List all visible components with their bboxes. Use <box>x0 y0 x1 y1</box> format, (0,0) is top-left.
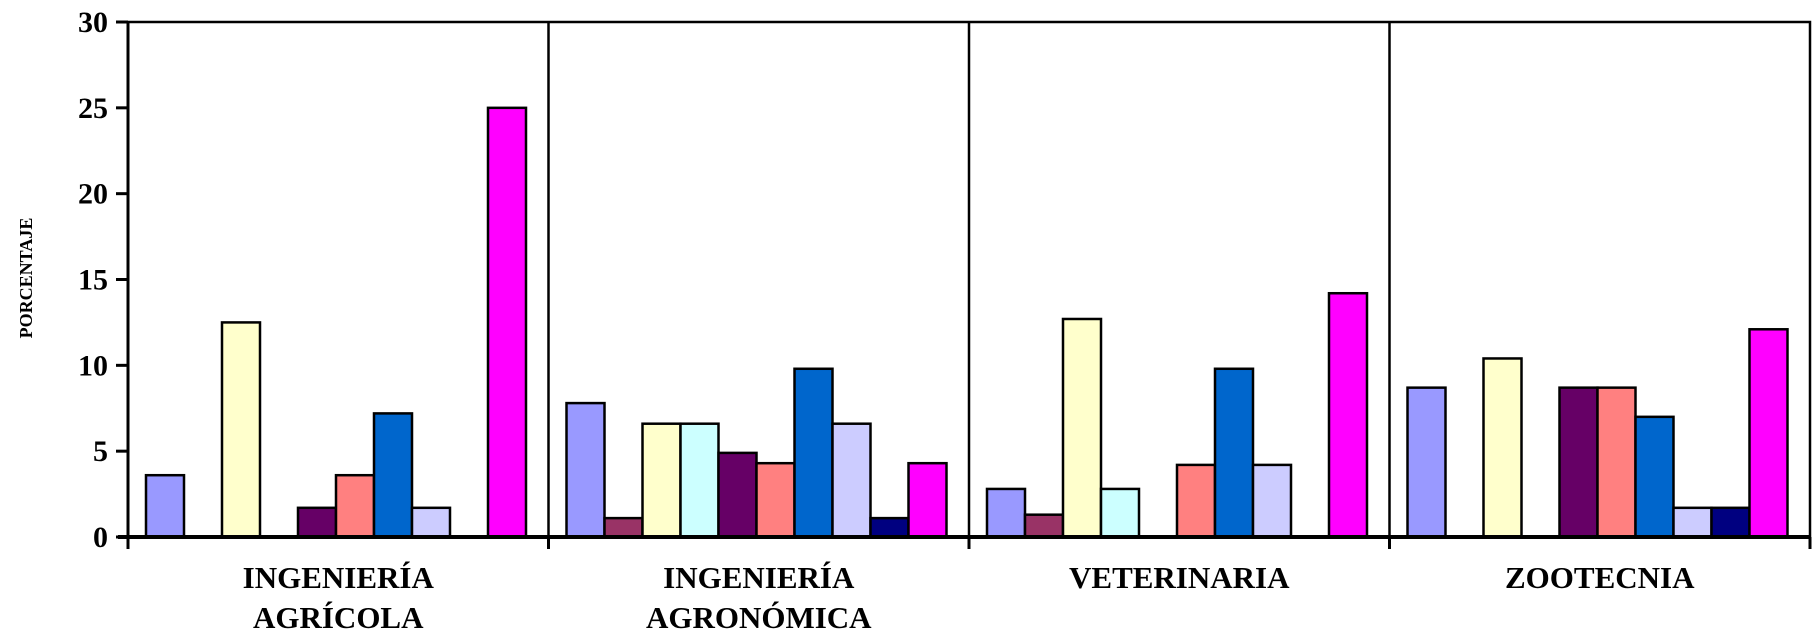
bar <box>565 401 606 539</box>
bar <box>985 487 1027 539</box>
x-category-labels: INGENIERÍA AGRÍCOLA INGENIERÍA AGRONÓMICA VE… <box>243 560 1695 635</box>
bar <box>1327 291 1369 539</box>
bar <box>755 461 796 539</box>
axes-group <box>116 20 1812 549</box>
y-tick-label: 20 <box>78 178 108 211</box>
bar <box>296 506 338 539</box>
y-tick-label: 15 <box>78 264 108 297</box>
bar <box>679 422 720 539</box>
bar <box>831 422 872 539</box>
bar <box>410 506 452 539</box>
bar <box>486 106 528 539</box>
bar <box>793 367 834 539</box>
bar <box>1251 463 1293 539</box>
bar <box>1482 357 1523 539</box>
bar <box>641 422 682 539</box>
y-tick-label: 0 <box>93 521 108 554</box>
bar <box>1596 386 1637 539</box>
y-axis-label: PORCENTAJE <box>16 218 36 339</box>
bar <box>1634 415 1675 539</box>
x-category-label: ZOOTECNIA <box>1505 560 1695 595</box>
y-tick-label: 25 <box>78 92 108 125</box>
y-tick-label: 10 <box>78 349 108 382</box>
bar <box>717 451 758 539</box>
bar <box>1099 487 1141 539</box>
bar <box>1023 513 1065 539</box>
bar <box>1213 367 1255 539</box>
bar <box>1672 506 1713 539</box>
x-category-label: VETERINARIA <box>1069 560 1290 595</box>
bar <box>1061 317 1103 539</box>
bar <box>1558 386 1599 539</box>
y-tick-label: 30 <box>78 6 108 39</box>
bar <box>907 461 948 539</box>
bar <box>1175 463 1217 539</box>
bar <box>372 412 414 539</box>
y-tick-labels: 0 5 10 15 20 25 30 <box>78 6 108 554</box>
bar <box>220 321 262 539</box>
bar <box>1710 506 1751 539</box>
y-tick-label: 5 <box>93 435 108 468</box>
bar <box>1406 386 1447 539</box>
bar <box>144 473 186 539</box>
bar <box>869 516 910 539</box>
bar <box>1748 328 1789 539</box>
x-category-label: INGENIERÍA AGRONÓMICA <box>646 560 872 635</box>
bar <box>334 473 376 539</box>
bars-group <box>144 106 1789 539</box>
bar <box>603 516 644 539</box>
x-category-label: INGENIERÍA AGRÍCOLA <box>243 560 435 635</box>
